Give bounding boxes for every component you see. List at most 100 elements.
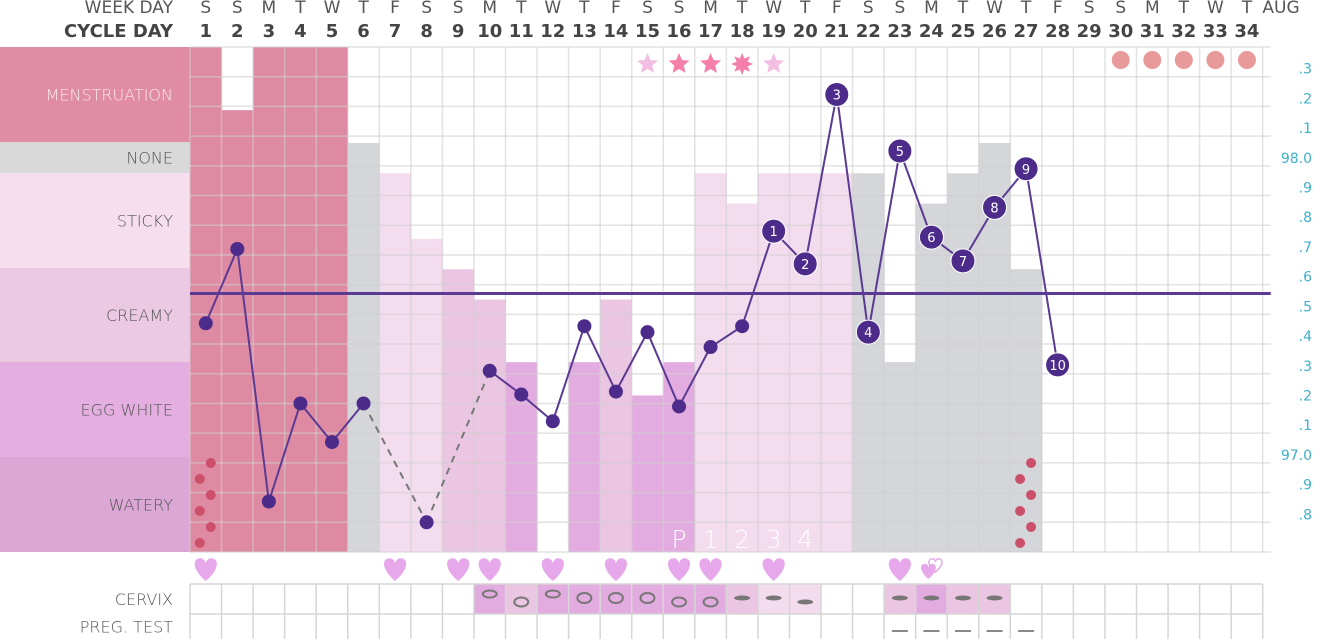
grid — [189, 46, 1271, 553]
week-day: M — [262, 0, 277, 18]
heart-icon — [921, 563, 936, 579]
spotting-dot — [1015, 474, 1026, 484]
temp-point — [230, 242, 245, 256]
cycle-day: 33 — [1203, 21, 1228, 42]
fluid-bar-day-4 — [284, 47, 317, 552]
peak-day-label: P — [671, 525, 686, 554]
cervix-closed-icon — [986, 595, 1003, 601]
cervix-cell-shade — [694, 584, 727, 614]
temp-tick-label: .9 — [1299, 181, 1312, 197]
cycle-day: 27 — [1014, 21, 1039, 42]
cervix-closed-icon — [923, 595, 940, 601]
temp-point-label: 2 — [801, 258, 809, 273]
week-day: T — [515, 0, 527, 18]
fluid-bar-day-22 — [852, 173, 885, 552]
temp-point-numbered: 5 — [887, 138, 913, 164]
fluid-bar-day-8 — [410, 238, 443, 552]
temp-point — [324, 435, 339, 450]
week-day: M — [1145, 0, 1160, 18]
week-day: F — [832, 0, 842, 18]
week-day: T — [294, 0, 306, 18]
week-day: T — [1241, 0, 1253, 18]
heart-icon — [762, 558, 785, 581]
temp-point — [855, 319, 881, 345]
cycle-day: 11 — [509, 21, 534, 42]
temp-point — [761, 218, 787, 244]
category-band — [0, 457, 190, 552]
cycle-day: 2 — [231, 21, 244, 42]
fluid-bar-day-27 — [1010, 269, 1043, 552]
week-day: T — [957, 0, 969, 18]
fluid-bar-day-25 — [947, 173, 980, 552]
week-day: W — [1207, 0, 1224, 18]
cycle-day: 9 — [452, 21, 465, 42]
temp-point — [261, 494, 276, 509]
period-forecast-icon — [1174, 51, 1193, 69]
star-icon — [668, 53, 690, 73]
temp-point — [293, 396, 308, 411]
cervix-cell-shade — [600, 584, 632, 614]
week-day: T — [1020, 0, 1032, 18]
spotting-dot — [1015, 538, 1026, 548]
heart-icon — [667, 558, 691, 581]
temp-line — [583, 325, 617, 393]
fluid-bar-day-6 — [347, 142, 380, 552]
temp-point-numbered: 9 — [1013, 156, 1039, 182]
temp-point — [672, 399, 687, 414]
spotting-dot — [194, 474, 205, 484]
fluid-bar-day-14 — [600, 299, 632, 552]
week-day: S — [1084, 0, 1095, 18]
cycle-day: 19 — [761, 21, 786, 42]
cervix-cell-shade — [473, 584, 506, 614]
temp-tick-label: 98.0 — [1281, 151, 1312, 167]
spotting-dot — [205, 522, 216, 532]
cervix-cell-shade — [789, 584, 822, 614]
double-heart-icon — [921, 557, 943, 579]
cycle-day: 28 — [1045, 21, 1070, 42]
temp-tick-label: 97.0 — [1281, 448, 1312, 464]
week-day: S — [421, 0, 432, 18]
fluid-category-none: NONE — [0, 142, 190, 173]
spotting-dot — [205, 490, 216, 500]
week-day: F — [390, 0, 400, 18]
cervix-closed-icon — [797, 599, 814, 605]
category-label: NONE — [126, 149, 173, 168]
star-icon — [700, 53, 721, 73]
temp-point-numbered: 2 — [792, 251, 818, 277]
peak-day-label: 3 — [766, 525, 782, 554]
temp-line — [741, 230, 775, 327]
temp-line — [1025, 168, 1059, 366]
temp-tick-label: .3 — [1299, 62, 1312, 78]
cervix-label: CERVIX — [115, 590, 173, 609]
temp-point — [1013, 156, 1039, 182]
period-forecast-icon — [1206, 51, 1225, 69]
cycle-day: 25 — [950, 21, 975, 42]
fluid-bar-day-18 — [726, 203, 759, 553]
temp-tick-label: .1 — [1299, 121, 1312, 137]
fluid-bar-day-15 — [631, 395, 664, 552]
burst-icon — [731, 53, 754, 75]
peak-day-label: 1 — [703, 525, 719, 554]
cycle-day: 1 — [200, 21, 213, 42]
star-icon — [763, 53, 785, 73]
week-day: F — [611, 0, 621, 18]
cycle-day: 5 — [326, 21, 339, 42]
fluid-bar-day-13 — [568, 362, 601, 552]
week-day: S — [863, 0, 874, 18]
cycle-day: 4 — [294, 21, 307, 42]
category-label: WATERY — [109, 496, 174, 515]
temp-tick-label: .6 — [1299, 270, 1312, 286]
spotting-dot — [1026, 458, 1037, 468]
period-forecast-icon — [1143, 51, 1162, 69]
cycle-day: 29 — [1077, 21, 1102, 42]
temp-line — [551, 325, 586, 422]
temp-point — [482, 363, 497, 378]
temp-tick-label: .8 — [1299, 210, 1312, 226]
temp-point — [1045, 352, 1071, 378]
cycle-day: 31 — [1140, 21, 1165, 42]
spotting-dot — [194, 538, 205, 548]
temp-point — [824, 82, 850, 108]
cycle-day: 20 — [793, 21, 818, 42]
cervix-cell-shade — [663, 584, 696, 614]
